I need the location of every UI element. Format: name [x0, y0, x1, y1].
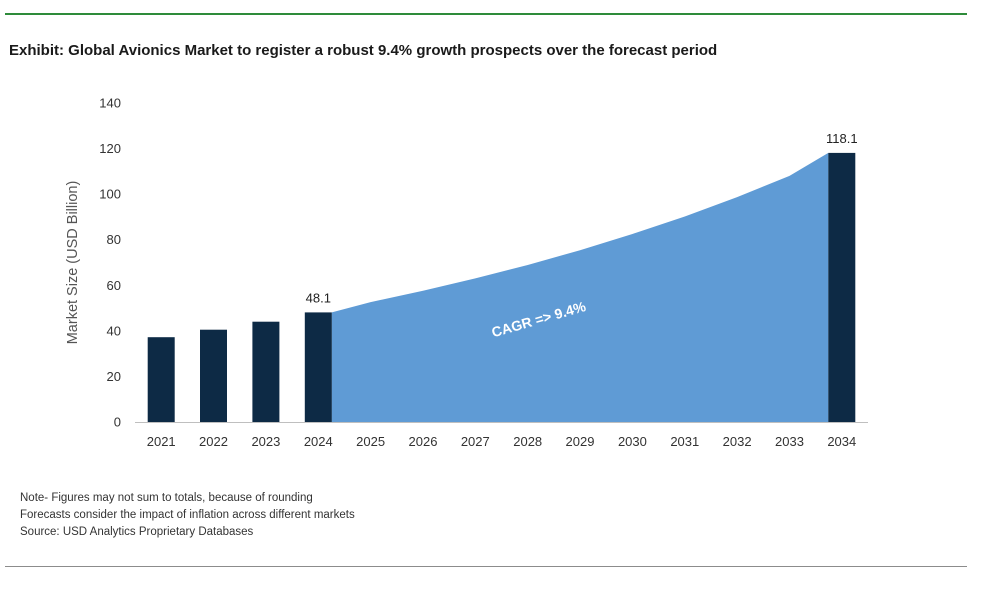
bar-2021 — [147, 337, 175, 422]
bottom-rule — [5, 566, 967, 567]
y-tick-120: 120 — [99, 141, 121, 156]
exhibit-title: Exhibit: Global Avionics Market to regis… — [9, 42, 718, 59]
bar-2022 — [200, 329, 227, 422]
x-tick-2030: 2030 — [618, 434, 647, 449]
top-rule — [5, 13, 967, 15]
y-tick-80: 80 — [107, 232, 121, 247]
x-tick-2024: 2024 — [304, 434, 333, 449]
y-tick-20: 20 — [107, 369, 121, 384]
y-tick-0: 0 — [114, 415, 121, 430]
x-tick-2023: 2023 — [251, 434, 280, 449]
y-tick-60: 60 — [107, 278, 121, 293]
x-tick-2027: 2027 — [461, 434, 490, 449]
data-label-2034: 118.1 — [826, 131, 858, 146]
y-tick-40: 40 — [107, 323, 121, 338]
y-tick-140: 140 — [99, 96, 121, 111]
x-tick-2022: 2022 — [199, 434, 228, 449]
bar-2034 — [828, 152, 856, 422]
bar-2023 — [252, 321, 280, 422]
y-tick-100: 100 — [99, 187, 121, 202]
x-tick-2034: 2034 — [827, 434, 856, 449]
note-inflation: Forecasts consider the impact of inflati… — [20, 509, 355, 521]
note-rounding: Note- Figures may not sum to totals, bec… — [20, 492, 313, 504]
x-tick-2026: 2026 — [409, 434, 438, 449]
data-label-2024: 48.1 — [306, 290, 331, 305]
x-tick-2028: 2028 — [513, 434, 542, 449]
x-tick-2032: 2032 — [723, 434, 752, 449]
note-source: Source: USD Analytics Proprietary Databa… — [20, 526, 254, 538]
x-tick-2029: 2029 — [566, 434, 595, 449]
notes: Note- Figures may not sum to totals, bec… — [20, 490, 355, 541]
bar-2024 — [304, 312, 332, 422]
x-tick-2031: 2031 — [670, 434, 699, 449]
x-tick-2033: 2033 — [775, 434, 804, 449]
y-axis-label: Market Size (USD Billion) — [65, 181, 81, 345]
x-tick-2025: 2025 — [356, 434, 385, 449]
x-tick-2021: 2021 — [147, 434, 176, 449]
forecast-area — [331, 152, 829, 422]
